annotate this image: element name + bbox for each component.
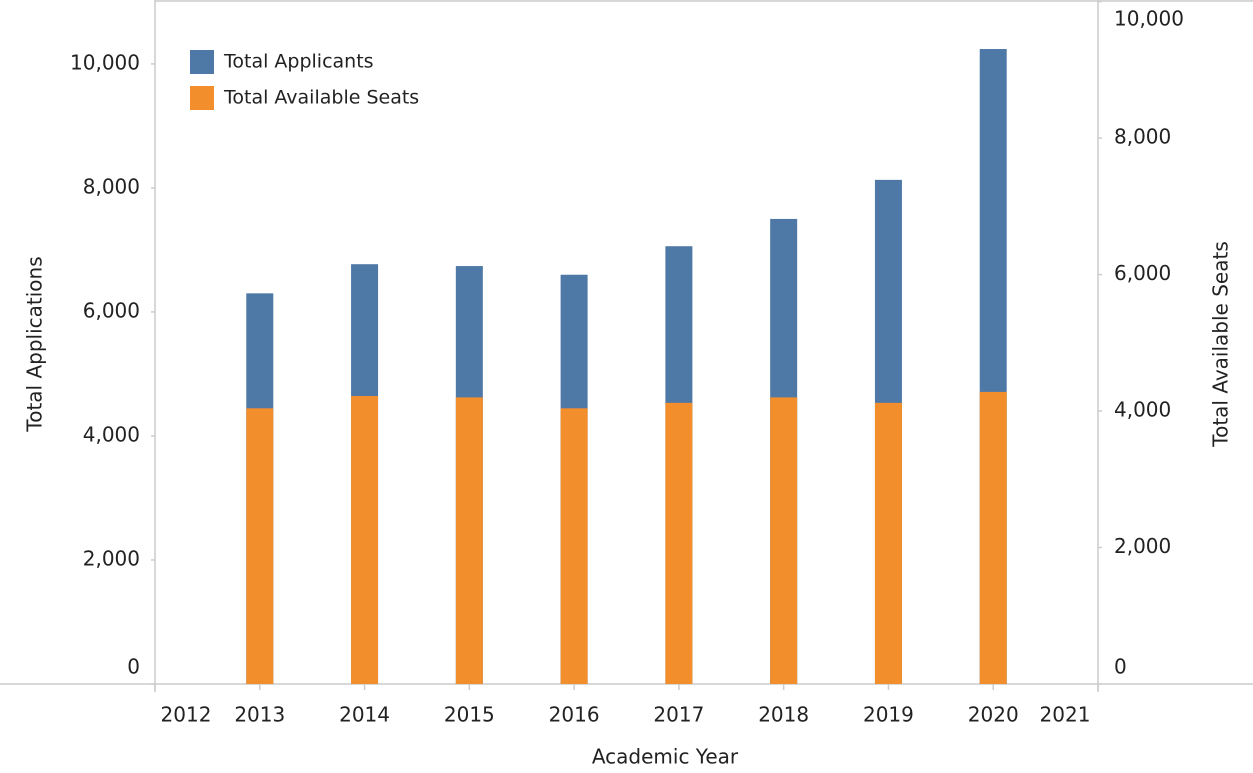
x-tick-label: 2019: [863, 703, 914, 727]
y2-tick-label: 0: [1114, 655, 1127, 679]
y2-tick-label: 10,000: [1114, 7, 1184, 31]
legend-label: Total Available Seats: [223, 87, 419, 109]
y-tick-label: 10,000: [70, 50, 140, 74]
x-tick-label: 2017: [653, 703, 704, 727]
bar: [665, 402, 693, 684]
x-tick-label: 2020: [968, 703, 1019, 727]
x-tick-label: 2018: [758, 703, 809, 727]
y2-tick-label: 4,000: [1114, 398, 1171, 422]
y2-tick-label: 8,000: [1114, 125, 1171, 149]
bar: [874, 402, 902, 684]
x-tick-label: 2021: [1040, 703, 1091, 727]
y2-axis-title: Total Available Seats: [1209, 241, 1233, 447]
y-tick-label: 6,000: [83, 298, 140, 322]
x-tick-label: 2016: [549, 703, 600, 727]
y-tick-label: 4,000: [83, 422, 140, 446]
y2-tick-label: 2,000: [1114, 534, 1171, 558]
legend-swatch: [190, 50, 214, 74]
y-tick-label: 8,000: [83, 174, 140, 198]
bar: [351, 396, 379, 684]
y2-tick-label: 6,000: [1114, 261, 1171, 285]
bar: [770, 397, 798, 684]
bar: [979, 391, 1007, 684]
bar: [455, 397, 483, 684]
y-tick-label: 2,000: [83, 546, 140, 570]
x-axis-title: Academic Year: [592, 745, 739, 769]
y-tick-label: 0: [127, 655, 140, 679]
x-tick-label: 2014: [339, 703, 390, 727]
bar: [246, 408, 274, 684]
legend-swatch: [190, 86, 214, 110]
x-tick-label: 2013: [234, 703, 285, 727]
legend-label: Total Applicants: [223, 51, 374, 73]
y-axis-title: Total Applications: [23, 256, 47, 432]
x-tick-label: 2012: [161, 703, 212, 727]
bar: [560, 408, 588, 684]
x-tick-label: 2015: [444, 703, 495, 727]
